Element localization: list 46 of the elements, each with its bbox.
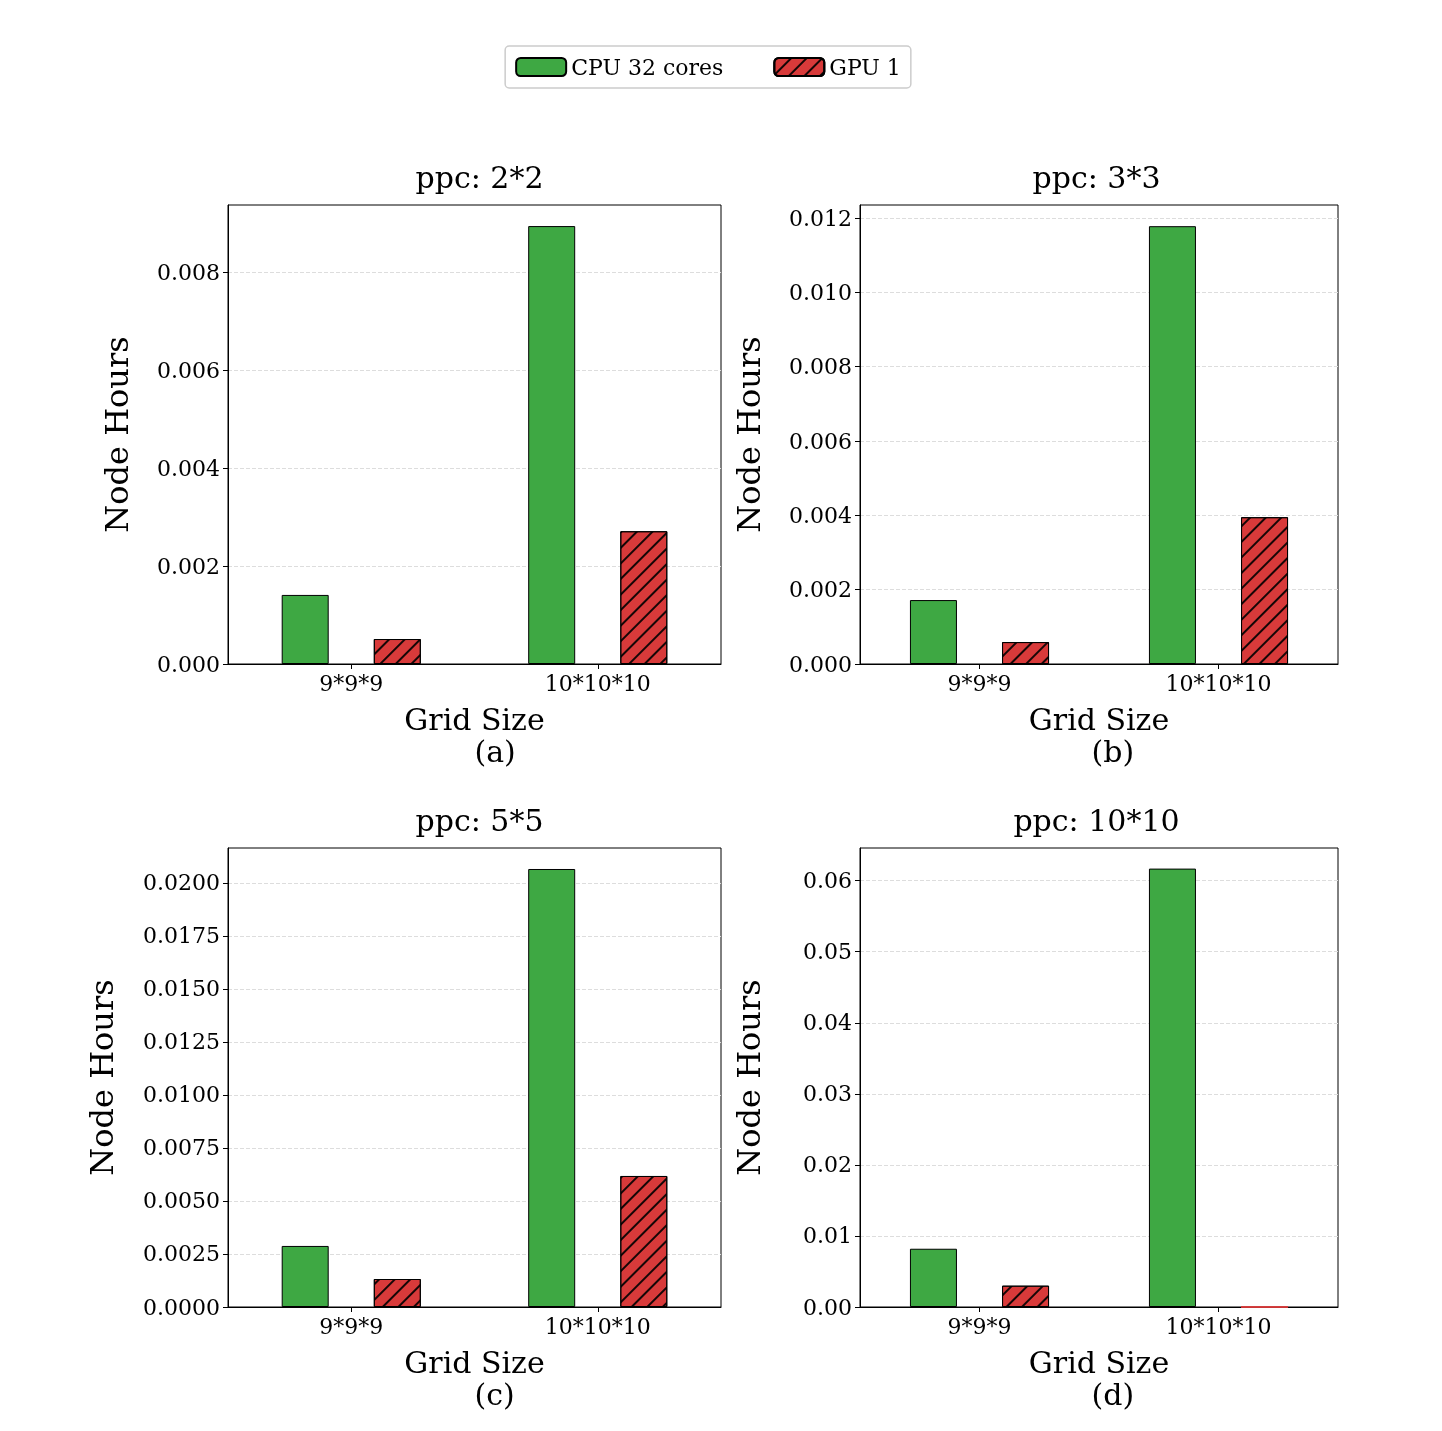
y-tick-label: 0.002	[157, 553, 220, 579]
x-tick-label: 9*9*9	[947, 1313, 1012, 1339]
y-tick-label: 0.03	[803, 1081, 852, 1107]
y-tick-label: 0.006	[157, 357, 220, 383]
y-tick-label: 0.004	[789, 502, 852, 528]
y-tick-label: 0.012	[789, 205, 852, 231]
x-tick-label: 9*9*9	[319, 1313, 384, 1339]
y-tick-label: 0.0200	[143, 870, 220, 896]
y-tick-label: 0.0125	[143, 1029, 220, 1055]
x-tick-label: 10*10*10	[1165, 670, 1272, 696]
y-tick-label: 0.0150	[143, 976, 220, 1002]
x-tick-label: 10*10*10	[1165, 1313, 1272, 1339]
y-tick-label: 0.0175	[143, 923, 220, 949]
y-axis-title: Node Hours	[730, 336, 768, 533]
y-tick-label: 0.0100	[143, 1082, 220, 1108]
x-tick-label: 9*9*9	[947, 670, 1012, 696]
y-tick-label: 0.0050	[143, 1188, 220, 1214]
y-tick-label: 0.000	[789, 651, 852, 677]
chart-title: ppc: 5*5	[415, 802, 544, 838]
y-tick-label: 0.05	[803, 939, 852, 965]
y-tick-label: 0.0025	[143, 1241, 220, 1267]
y-tick-label: 0.006	[789, 428, 852, 454]
y-tick-label: 0.01	[803, 1223, 852, 1249]
y-tick-label: 0.008	[789, 354, 852, 380]
chart-title: ppc: 3*3	[1032, 159, 1161, 195]
y-axis-title: Node Hours	[730, 979, 768, 1176]
legend-label: GPU 1	[829, 54, 901, 80]
chart-title: ppc: 2*2	[415, 159, 544, 195]
x-tick-label: 10*10*10	[544, 670, 651, 696]
y-tick-label: 0.002	[789, 577, 852, 603]
y-tick-label: 0.000	[157, 651, 220, 677]
chart-title: ppc: 10*10	[1013, 802, 1180, 838]
y-tick-label: 0.010	[789, 279, 852, 305]
y-tick-label: 0.0000	[143, 1294, 220, 1320]
y-tick-label: 0.008	[157, 259, 220, 285]
x-tick-label: 10*10*10	[544, 1313, 651, 1339]
y-tick-label: 0.06	[803, 868, 852, 894]
y-tick-label: 0.0075	[143, 1135, 220, 1161]
y-axis-title: Node Hours	[83, 979, 121, 1176]
y-tick-label: 0.004	[157, 455, 220, 481]
y-axis-title: Node Hours	[98, 336, 136, 533]
y-tick-label: 0.00	[803, 1294, 852, 1320]
x-tick-label: 9*9*9	[319, 670, 384, 696]
y-tick-label: 0.02	[803, 1152, 852, 1178]
legend-label: CPU 32 cores	[571, 54, 724, 80]
y-tick-label: 0.04	[803, 1010, 852, 1036]
